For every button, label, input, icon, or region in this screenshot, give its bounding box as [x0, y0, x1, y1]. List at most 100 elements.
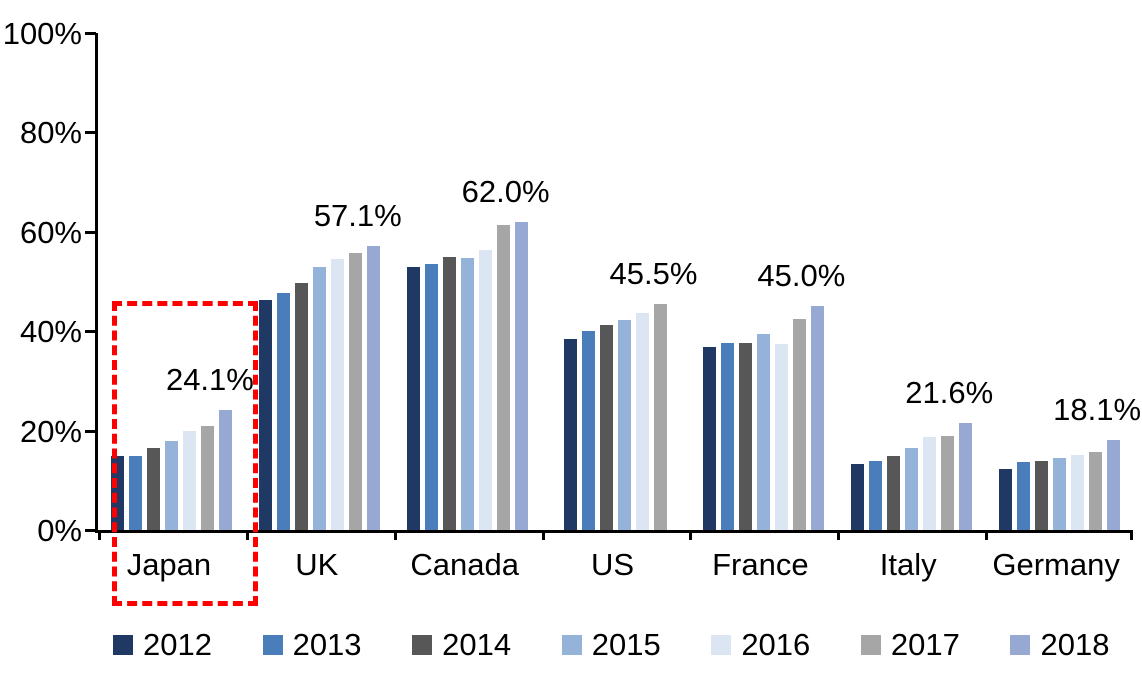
y-axis-tick-label: 100%	[2, 16, 82, 51]
x-axis-tick-mark	[245, 530, 249, 540]
data-label-italy: 21.6%	[905, 374, 994, 410]
bar-uk-2017	[349, 253, 363, 530]
bar-germany-2018	[1106, 440, 1120, 530]
y-axis-tick-label: 0%	[37, 513, 82, 548]
legend-label-2012: 2012	[143, 627, 212, 662]
legend-label-2018: 2018	[1040, 627, 1110, 662]
bar-germany-2015	[1052, 458, 1066, 530]
x-axis-category-label-japan: Japan	[126, 547, 212, 582]
y-axis-tick-label: 20%	[19, 413, 82, 449]
y-axis-tick-mark	[85, 330, 96, 334]
x-axis-tick-mark	[689, 530, 693, 540]
bar-canada-2012	[407, 266, 421, 530]
legend-swatch-2016	[711, 635, 732, 655]
x-axis-category-label-italy: Italy	[879, 547, 937, 582]
bar-france-2018	[810, 306, 824, 530]
plot-area: 24.1% 57.1% 62.0% 45.5% 45.0% 21.6% 18.1%	[95, 33, 1141, 540]
y-axis-tick-mark	[85, 429, 96, 433]
bar-uk-2014	[295, 282, 309, 530]
legend-item-2015: 2015	[544, 629, 694, 661]
bar-italy-2014	[886, 455, 900, 530]
x-axis-tick-mark	[541, 530, 545, 540]
legend-label-2016: 2016	[741, 627, 811, 662]
x-axis-tick-mark	[1130, 530, 1133, 540]
bar-italy-2015	[904, 448, 918, 530]
bar-germany-2014	[1034, 460, 1048, 530]
bar-france-2012	[702, 347, 716, 530]
legend-label-2013: 2013	[292, 627, 362, 662]
bar-italy-2016	[922, 436, 936, 530]
x-axis-tick-mark	[837, 530, 841, 540]
bar-japan-2013	[129, 455, 143, 530]
bar-uk-2015	[313, 266, 327, 530]
data-label-canada: 62.0%	[461, 173, 550, 209]
data-label-france: 45.0%	[757, 258, 846, 294]
bar-japan-2015	[165, 441, 179, 530]
bar-canada-2013	[425, 264, 439, 530]
x-axis-tick-mark	[393, 530, 397, 540]
legend-swatch-2017	[860, 635, 881, 655]
bar-france-2014	[738, 342, 752, 530]
bar-us-2012	[564, 339, 577, 530]
y-axis-tick-label: 40%	[19, 314, 82, 350]
y-axis-tick-label: 80%	[19, 115, 82, 151]
bar-us-2016	[636, 312, 649, 530]
bar-uk-2013	[277, 292, 291, 530]
bar-japan-2017	[201, 425, 215, 530]
y-axis-tick-mark	[85, 529, 96, 532]
y-axis-tick-mark	[85, 32, 96, 35]
legend-swatch-2012	[113, 635, 133, 655]
bar-japan-2016	[183, 431, 197, 530]
x-axis-category-label-uk: UK	[295, 547, 339, 582]
legend-item-2013: 2013	[245, 629, 395, 661]
bar-germany-2016	[1070, 454, 1084, 530]
legend-item-2018: 2018	[992, 629, 1142, 661]
bar-japan-2014	[147, 448, 161, 530]
bar-group-italy: 21.6%	[837, 33, 993, 530]
legend-label-2014: 2014	[442, 627, 512, 662]
highlight-box	[112, 301, 258, 606]
bar-germany-2013	[1016, 461, 1030, 530]
bar-italy-2012	[850, 464, 864, 530]
legend-item-2012: 2012	[95, 629, 245, 661]
bar-canada-2014	[443, 256, 457, 530]
legend-item-2014: 2014	[394, 629, 544, 661]
x-axis-category-label-germany: Germany	[992, 547, 1120, 582]
x-axis-category-labels: Japan UK Canada US France Italy Germany	[95, 548, 1130, 582]
legend-swatch-2018	[1010, 635, 1031, 655]
x-axis-category-label-france: France	[712, 547, 809, 582]
bar-us-2014	[600, 325, 613, 530]
bar-uk-2018	[367, 246, 381, 530]
bar-group-canada: 62.0%	[394, 33, 550, 530]
data-label-germany: 18.1%	[1053, 392, 1142, 428]
bar-italy-2017	[940, 435, 954, 530]
bar-italy-2018	[958, 422, 972, 530]
legend-swatch-2014	[412, 635, 433, 655]
bar-canada-2018	[515, 221, 529, 530]
x-axis-tick-mark	[98, 530, 101, 540]
x-axis-tick-mark	[985, 530, 989, 540]
legend-label-2015: 2015	[591, 627, 661, 662]
bar-germany-2012	[998, 468, 1012, 530]
bar-groups: 24.1% 57.1% 62.0% 45.5% 45.0% 21.6% 18.1%	[98, 33, 1141, 530]
legend-swatch-2015	[561, 635, 582, 655]
bar-group-france: 45.0%	[689, 33, 845, 530]
legend-item-2017: 2017	[843, 629, 993, 661]
bar-group-germany: 18.1%	[985, 33, 1141, 530]
x-axis-category-label-canada: Canada	[410, 547, 519, 582]
bar-germany-2017	[1088, 451, 1102, 530]
x-axis-category-label-us: US	[590, 547, 635, 582]
data-label-japan: 24.1%	[165, 362, 254, 398]
bar-france-2017	[792, 319, 806, 530]
bar-uk-2012	[259, 300, 273, 530]
legend-item-2016: 2016	[693, 629, 843, 661]
bar-france-2016	[774, 343, 788, 530]
bar-italy-2013	[868, 460, 882, 530]
bar-canada-2015	[461, 257, 475, 530]
data-label-uk: 57.1%	[313, 198, 402, 234]
y-axis-tick-label: 60%	[19, 214, 82, 250]
legend-swatch-2013	[262, 635, 283, 655]
bar-group-us: 45.5%	[542, 33, 697, 530]
legend-label-2017: 2017	[890, 627, 960, 662]
